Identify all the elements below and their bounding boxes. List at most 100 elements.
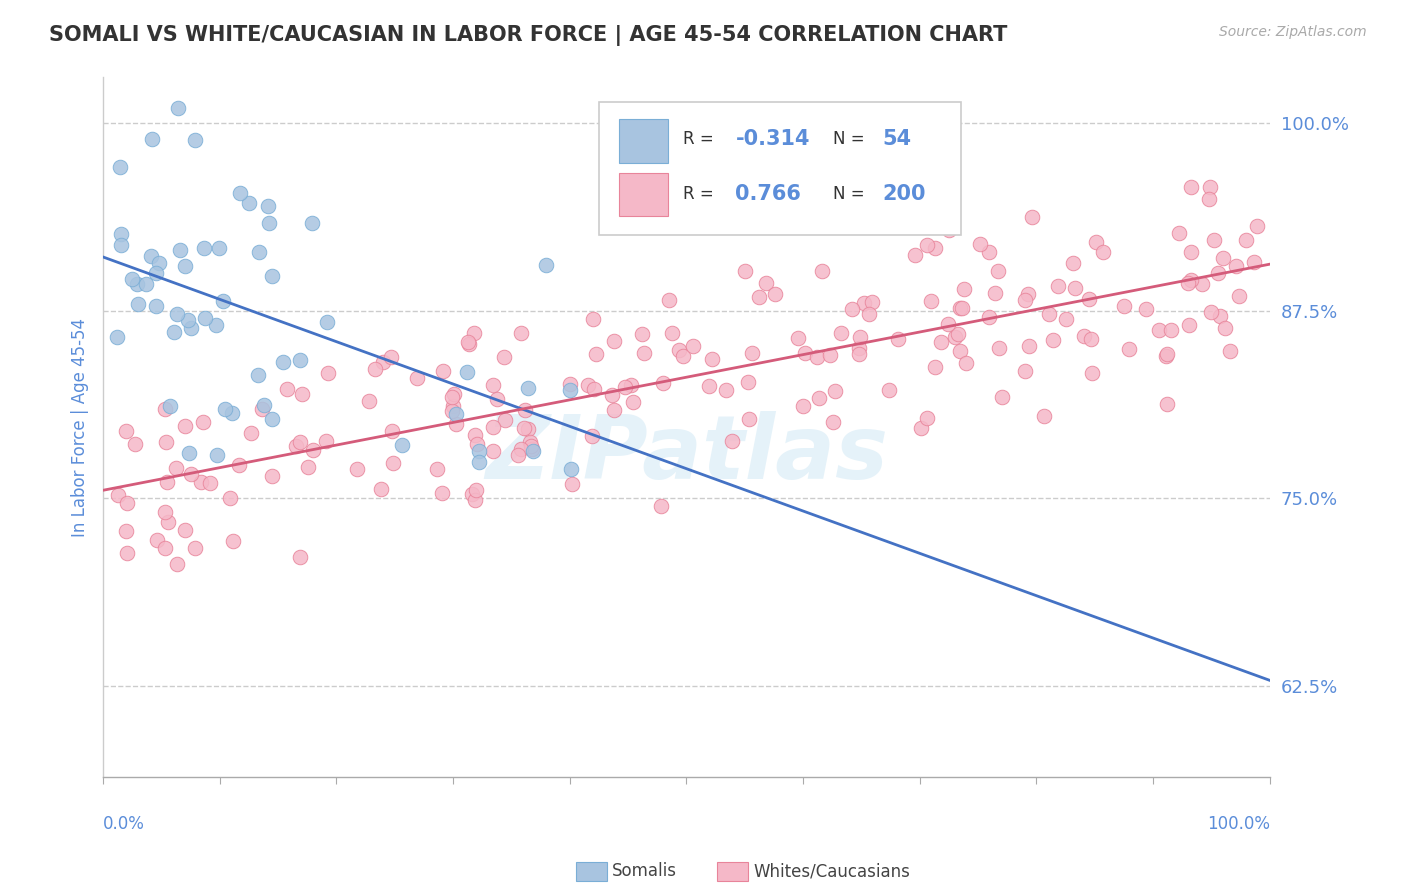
Point bbox=[169, 244, 191, 258]
Point bbox=[991, 390, 1014, 404]
Point bbox=[494, 351, 516, 365]
Point bbox=[520, 442, 543, 456]
Point bbox=[180, 321, 202, 335]
Point bbox=[1014, 364, 1036, 378]
Point bbox=[508, 448, 530, 462]
Point bbox=[1084, 235, 1107, 249]
Text: Source: ZipAtlas.com: Source: ZipAtlas.com bbox=[1219, 25, 1367, 39]
Point bbox=[256, 199, 278, 213]
Point bbox=[444, 417, 467, 431]
Point bbox=[936, 318, 959, 332]
Point bbox=[1199, 304, 1222, 318]
Point bbox=[153, 541, 176, 555]
Point bbox=[522, 443, 544, 458]
Point bbox=[1073, 328, 1095, 343]
Point bbox=[1180, 244, 1202, 259]
Point bbox=[920, 294, 942, 309]
Point bbox=[661, 326, 683, 341]
Point bbox=[211, 294, 233, 309]
Point bbox=[668, 343, 690, 358]
Text: SOMALI VS WHITE/CAUCASIAN IN LABOR FORCE | AGE 45-54 CORRELATION CHART: SOMALI VS WHITE/CAUCASIAN IN LABOR FORCE… bbox=[49, 25, 1008, 46]
Point bbox=[1092, 244, 1115, 259]
Point bbox=[163, 325, 186, 339]
Point bbox=[183, 133, 205, 147]
Point bbox=[124, 437, 146, 451]
Point bbox=[456, 365, 478, 379]
Point bbox=[887, 332, 910, 346]
Point bbox=[853, 296, 876, 310]
Point bbox=[1198, 192, 1220, 206]
Point bbox=[984, 285, 1007, 300]
Point bbox=[205, 318, 228, 332]
Point bbox=[221, 406, 243, 420]
Point bbox=[156, 475, 179, 489]
Point bbox=[858, 307, 880, 321]
Point bbox=[1213, 321, 1236, 335]
FancyBboxPatch shape bbox=[599, 102, 960, 235]
Point bbox=[297, 459, 319, 474]
Point bbox=[276, 382, 298, 396]
Point bbox=[127, 297, 149, 311]
Point bbox=[630, 326, 652, 341]
Point bbox=[166, 461, 188, 475]
Point bbox=[949, 344, 972, 359]
Point bbox=[938, 223, 960, 237]
Point bbox=[1177, 276, 1199, 290]
Point bbox=[582, 383, 605, 397]
Point bbox=[153, 401, 176, 416]
Point bbox=[228, 458, 250, 472]
Point bbox=[517, 422, 540, 436]
Point bbox=[406, 371, 429, 385]
Point bbox=[737, 375, 759, 389]
Point bbox=[302, 443, 325, 458]
Point bbox=[1178, 318, 1201, 332]
Point bbox=[519, 439, 541, 453]
Point bbox=[720, 434, 742, 448]
Point bbox=[139, 249, 162, 263]
Point bbox=[1227, 289, 1250, 303]
Point bbox=[943, 330, 966, 344]
Point bbox=[519, 435, 541, 450]
Point bbox=[915, 238, 938, 252]
Point bbox=[560, 376, 582, 391]
Point bbox=[1149, 323, 1171, 337]
Point bbox=[426, 461, 449, 475]
Point bbox=[441, 403, 464, 417]
Point bbox=[145, 300, 167, 314]
Point bbox=[877, 383, 900, 397]
Point bbox=[166, 558, 188, 572]
Point bbox=[786, 331, 808, 345]
Point bbox=[734, 264, 756, 278]
Point bbox=[513, 420, 536, 434]
Point bbox=[987, 264, 1010, 278]
Point bbox=[1042, 333, 1064, 347]
Point bbox=[177, 446, 200, 460]
Point bbox=[371, 355, 394, 369]
Point bbox=[222, 534, 245, 549]
Point bbox=[262, 412, 284, 426]
Point bbox=[558, 384, 581, 398]
Text: R =: R = bbox=[683, 130, 718, 148]
Point bbox=[513, 403, 536, 417]
Point bbox=[929, 334, 952, 349]
Point bbox=[1114, 299, 1136, 313]
Point bbox=[979, 245, 1001, 260]
Point bbox=[810, 264, 832, 278]
Point bbox=[115, 524, 138, 539]
Point bbox=[444, 407, 467, 421]
Point bbox=[910, 421, 932, 435]
Text: 100.0%: 100.0% bbox=[1206, 815, 1270, 833]
Point bbox=[316, 366, 339, 380]
Point bbox=[536, 258, 558, 272]
Point bbox=[582, 312, 605, 326]
Point bbox=[359, 394, 381, 409]
Text: N =: N = bbox=[834, 130, 870, 148]
Point bbox=[1156, 346, 1178, 360]
Point bbox=[1202, 234, 1225, 248]
Point bbox=[316, 315, 339, 329]
Point bbox=[830, 326, 852, 341]
Point bbox=[763, 287, 786, 301]
Bar bbox=[619, 172, 668, 216]
Point bbox=[191, 415, 214, 429]
Point bbox=[977, 310, 1000, 325]
